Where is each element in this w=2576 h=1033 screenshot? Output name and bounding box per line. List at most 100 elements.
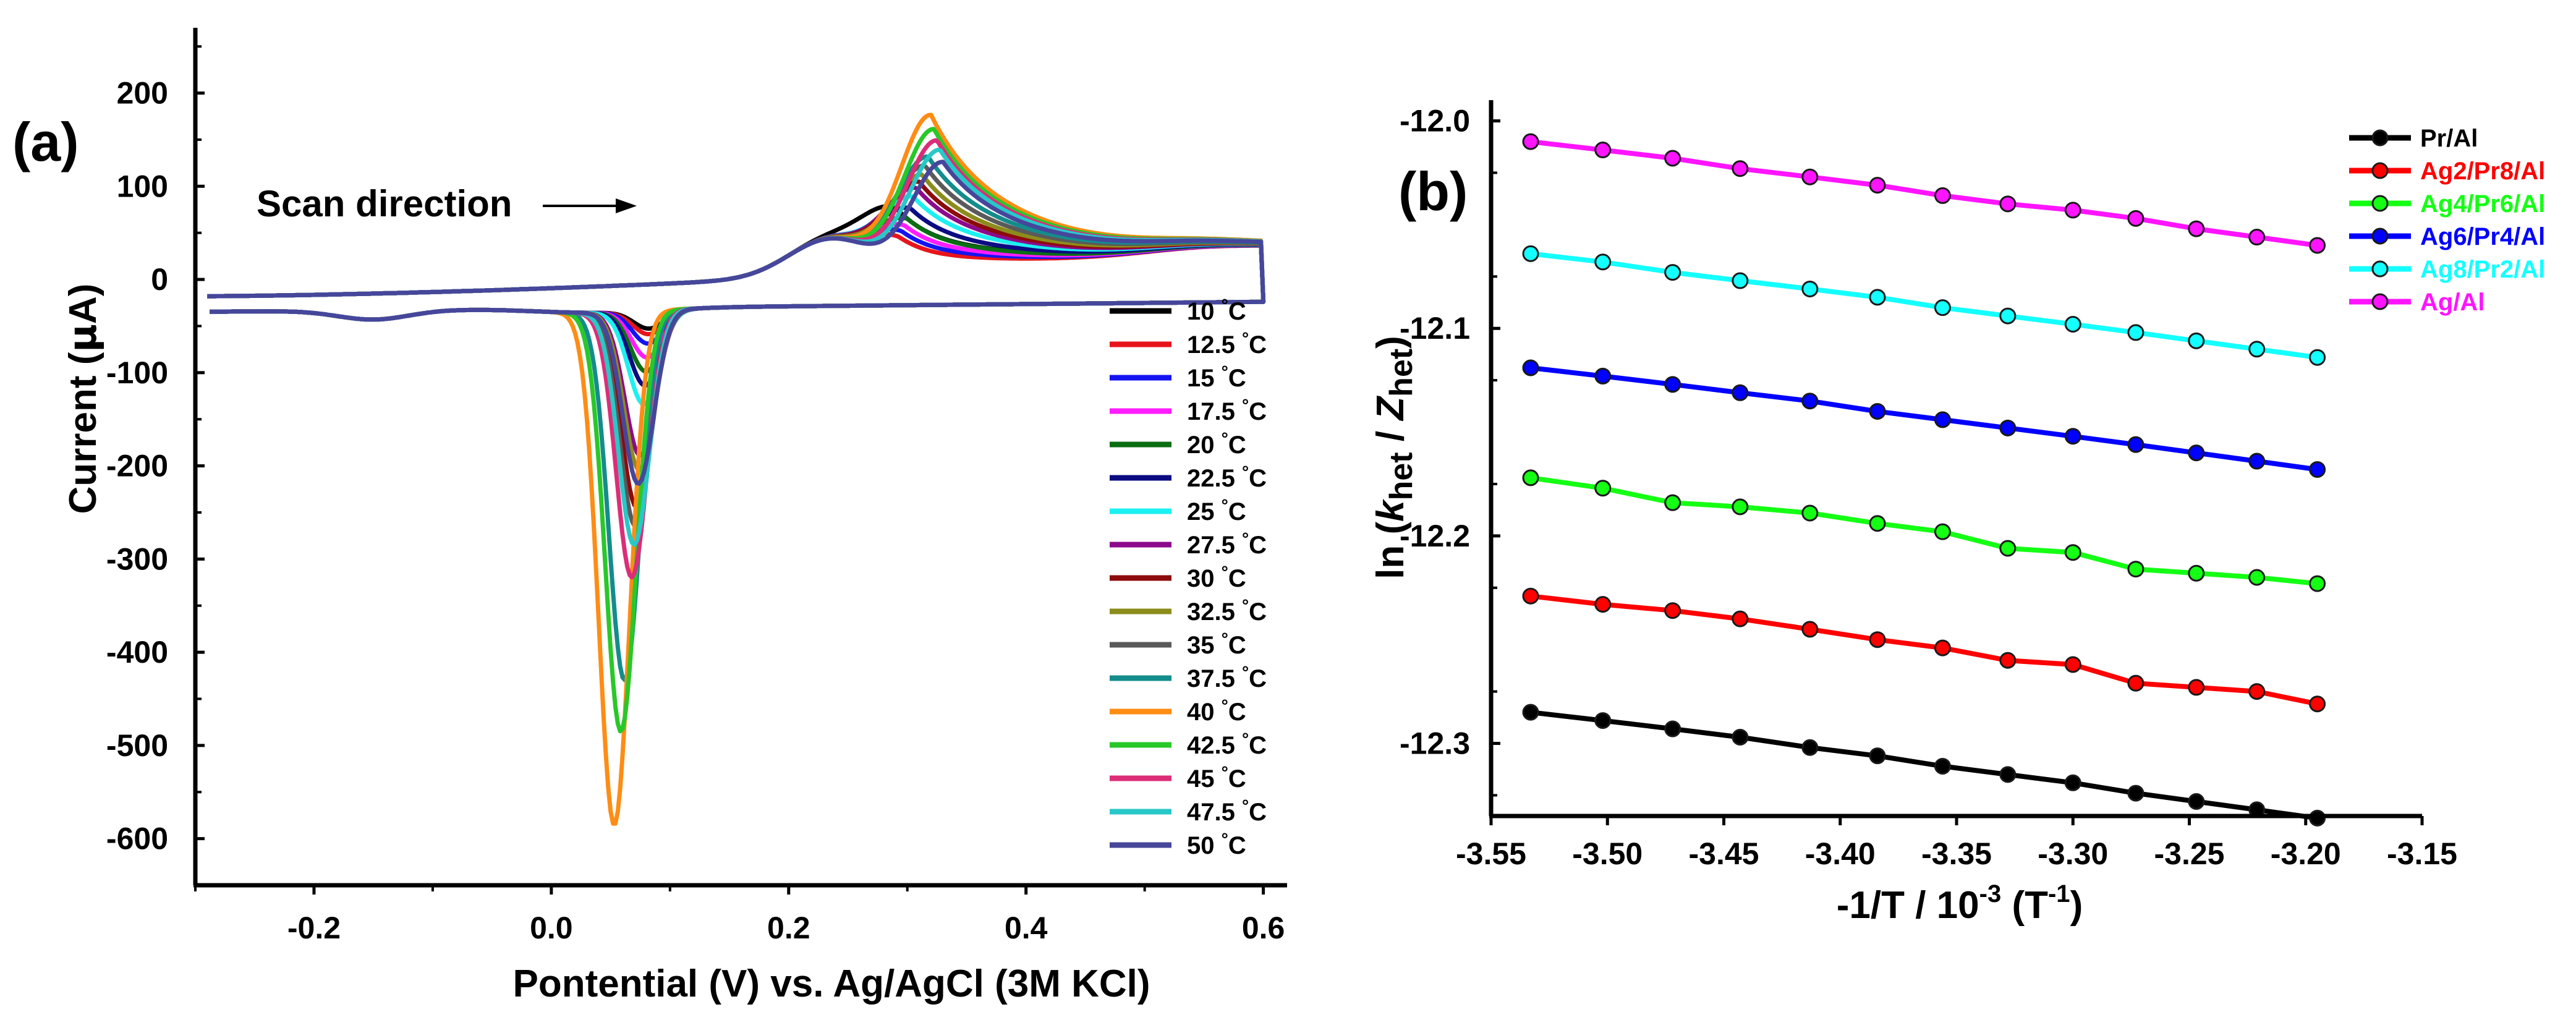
x-tick-label: -3.15 xyxy=(2387,836,2457,871)
data-point xyxy=(1522,469,1539,487)
data-point xyxy=(1869,631,1886,648)
panel-a-y-ticks: 200 100 0 -100 -200 -300 -400 -500 -600 xyxy=(106,45,205,856)
data-point xyxy=(1999,195,2017,213)
legend-entry: Pr/Al xyxy=(2420,125,2478,152)
legend-degree: ° xyxy=(1222,563,1228,582)
cv-series-30 xyxy=(207,179,1266,509)
panel-a-legend: 10 °C 12.5 °C15 °C 17.5 °C 20 °C22.5 °C 25 °… xyxy=(1110,295,1267,859)
data-point xyxy=(1869,289,1886,306)
data-point xyxy=(1934,187,1951,204)
y-tick-label: -200 xyxy=(106,449,168,483)
legend-unit: C xyxy=(1228,632,1246,659)
y-title-slash: / xyxy=(1369,420,1412,453)
y-title-close: ) xyxy=(1369,336,1412,349)
legend-unit: C xyxy=(1249,331,1267,359)
legend-unit: C xyxy=(1249,398,1267,425)
legend-unit: C xyxy=(1249,598,1267,626)
data-point xyxy=(1869,747,1886,765)
data-point xyxy=(2064,428,2081,445)
data-point xyxy=(1594,712,1612,729)
data-point xyxy=(1732,160,1749,177)
legend-degree: ° xyxy=(1242,396,1249,415)
panel-b-legend: Pr/Al Ag2/Pr8/Al Ag4/Pr6/Al Ag6/Pr4/Al Ag8/P… xyxy=(2349,125,2545,316)
x-tick-label: 0.2 xyxy=(767,911,810,945)
data-point xyxy=(2248,683,2266,700)
legend-entry: 22.5 °C xyxy=(1187,462,1267,492)
panel-b-x-ticks: -3.55 -3.50 -3.45 -3.40 -3.35 -3.30 -3.25 -3.20… xyxy=(1456,816,2457,871)
y-tick-label: -100 xyxy=(106,355,168,390)
panel-b-arrhenius-plot: (b) -12.0 -12.1 -12.2 -12.3 -3.55 -3.50 -3.45… xyxy=(1369,100,2545,927)
data-point xyxy=(1664,264,1681,281)
cv-curves xyxy=(207,113,1266,826)
data-point xyxy=(1522,133,1539,150)
panel-a-y-axis-title: Current (μA) xyxy=(60,284,105,514)
legend-unit: C xyxy=(1228,298,1246,325)
data-point xyxy=(2188,332,2205,349)
data-point xyxy=(1732,610,1749,627)
data-point xyxy=(1801,168,1819,185)
data-point xyxy=(1999,307,2017,325)
data-point xyxy=(1732,728,1749,746)
x-title-sup-1: -3 xyxy=(1979,880,2002,908)
legend-entry: 20 °C xyxy=(1187,429,1246,459)
legend-entry: 27.5 °C xyxy=(1187,529,1267,559)
x-tick-label: 0.6 xyxy=(1242,911,1285,945)
data-point xyxy=(1664,602,1681,619)
legend-entry: 47.5 °C xyxy=(1187,796,1267,826)
legend-degree: ° xyxy=(1222,429,1228,448)
legend-unit: C xyxy=(1228,765,1246,793)
x-tick-label: -3.55 xyxy=(1456,836,1526,871)
legend-unit: C xyxy=(1249,732,1267,759)
legend-entry: Ag6/Pr4/Al xyxy=(2420,223,2545,250)
x-title-close: ) xyxy=(2070,884,2083,927)
x-tick-label: 0.4 xyxy=(1005,911,1048,945)
legend-degree: ° xyxy=(1242,529,1249,548)
y-tick-label: 200 xyxy=(117,76,168,111)
y-title-z: Z xyxy=(1369,396,1412,422)
data-point xyxy=(1934,299,1951,317)
data-point xyxy=(2309,237,2326,254)
data-point xyxy=(2248,341,2266,358)
data-point xyxy=(1664,150,1681,167)
legend-marker xyxy=(2371,195,2389,212)
data-point xyxy=(2064,656,2081,673)
legend-unit: C xyxy=(1249,465,1267,492)
data-point xyxy=(1664,494,1681,511)
x-tick-label: 0.0 xyxy=(530,911,573,945)
data-point xyxy=(2309,349,2326,366)
data-point xyxy=(1522,359,1539,376)
legend-unit: C xyxy=(1249,665,1267,692)
legend-entry: 35 °C xyxy=(1187,629,1246,659)
legend-unit: C xyxy=(1228,699,1246,726)
cv-series-50 xyxy=(207,159,1266,486)
y-title-k-sub: het xyxy=(1384,452,1419,500)
y-title-part-2: A) xyxy=(62,284,104,324)
legend-unit: C xyxy=(1228,565,1246,592)
legend-degree: ° xyxy=(1242,462,1249,482)
legend-entry: Ag8/Pr2/Al xyxy=(2420,256,2545,283)
data-point xyxy=(1594,480,1612,497)
data-point xyxy=(2309,461,2326,478)
y-tick-label: -500 xyxy=(106,728,168,763)
x-tick-label: -3.45 xyxy=(1689,836,1759,871)
data-point xyxy=(2127,561,2145,578)
legend-degree: ° xyxy=(1222,830,1228,849)
legend-degree: ° xyxy=(1222,496,1228,515)
data-point xyxy=(1732,498,1749,516)
data-point xyxy=(1934,757,1951,775)
legend-entry: 15 °C xyxy=(1187,362,1246,392)
legend-entry: 37.5 °C xyxy=(1187,663,1267,692)
legend-unit: C xyxy=(1228,498,1246,525)
scan-direction-arrowhead xyxy=(616,198,637,213)
legend-degree: ° xyxy=(1242,663,1249,682)
data-point xyxy=(1869,177,1886,194)
legend-entry: Ag2/Pr8/Al xyxy=(2420,158,2545,185)
panel-a-cv-plot: (a) 200 100 0 -100 -200 -300 -400 -500 -600 -0.2… xyxy=(12,28,1287,1005)
data-point xyxy=(1934,523,1951,540)
data-point xyxy=(1594,253,1612,271)
data-point xyxy=(2127,210,2145,227)
legend-degree: ° xyxy=(1222,362,1228,381)
legend-entry: 12.5 °C xyxy=(1187,329,1267,359)
legend-entry: Ag/Al xyxy=(2420,289,2485,316)
y-tick-label: 100 xyxy=(117,169,168,203)
